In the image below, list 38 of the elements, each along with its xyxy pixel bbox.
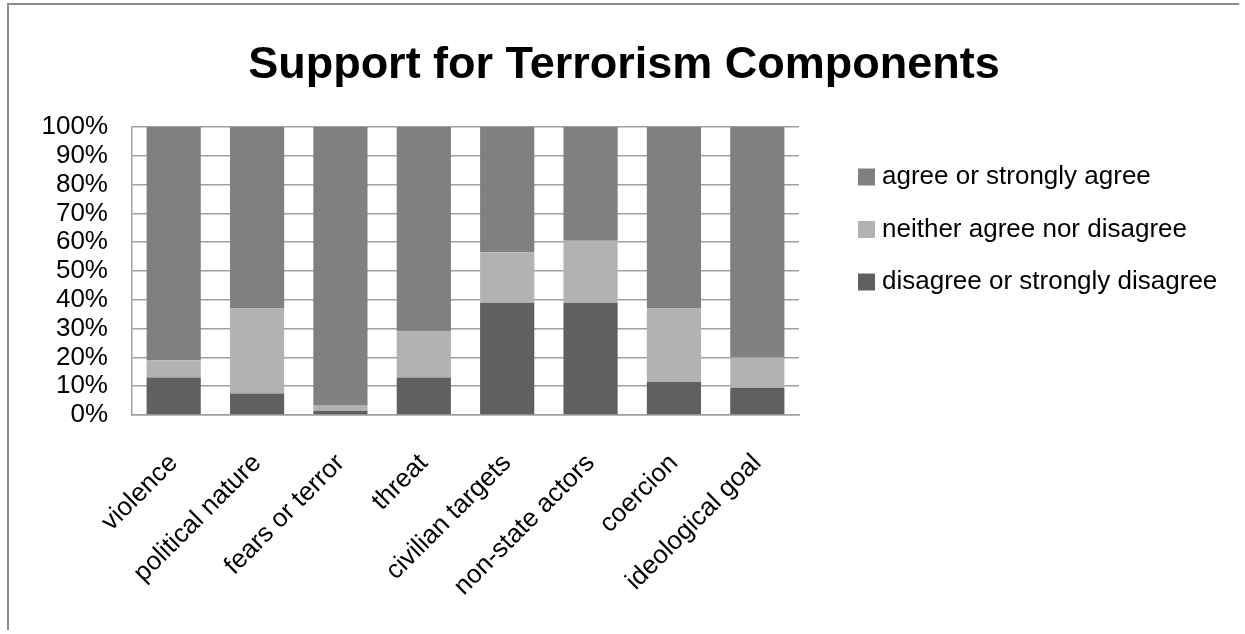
legend-label: agree or strongly agree (882, 160, 1151, 191)
bar (396, 331, 451, 378)
y-tick-label: 60% (55, 225, 108, 256)
bar (146, 360, 201, 378)
bar (229, 393, 285, 415)
bar (146, 377, 201, 415)
bar (563, 302, 618, 415)
chart-title: Support for Terrorism Components (248, 37, 1000, 88)
bar (563, 127, 618, 241)
y-tick-label: 40% (55, 282, 108, 313)
y-tick-label: 80% (55, 167, 108, 198)
bar (480, 252, 535, 303)
y-tick-label: 70% (55, 196, 108, 227)
bar (646, 308, 702, 382)
y-tick-label: 100% (41, 110, 108, 141)
legend-label: neither agree nor disagree (882, 212, 1187, 243)
bar (646, 381, 702, 415)
legend-label: disagree or strongly disagree (882, 265, 1218, 296)
bar (313, 404, 368, 411)
bar (229, 308, 285, 394)
y-tick-label: 90% (55, 138, 108, 169)
y-tick-label: 30% (55, 311, 108, 342)
bar (730, 357, 785, 388)
bar (563, 240, 618, 303)
bar (396, 127, 451, 332)
y-tick-label: 0% (70, 398, 108, 429)
bar (480, 127, 535, 253)
bar (146, 127, 201, 361)
bar (313, 127, 368, 405)
bar (229, 127, 285, 309)
bar (730, 387, 785, 415)
bar (646, 127, 702, 309)
bar (480, 302, 535, 415)
y-tick-label: 50% (55, 254, 108, 285)
y-tick-label: 20% (55, 340, 108, 371)
bar (396, 377, 451, 415)
y-tick-label: 10% (55, 369, 108, 400)
bar (730, 127, 785, 358)
